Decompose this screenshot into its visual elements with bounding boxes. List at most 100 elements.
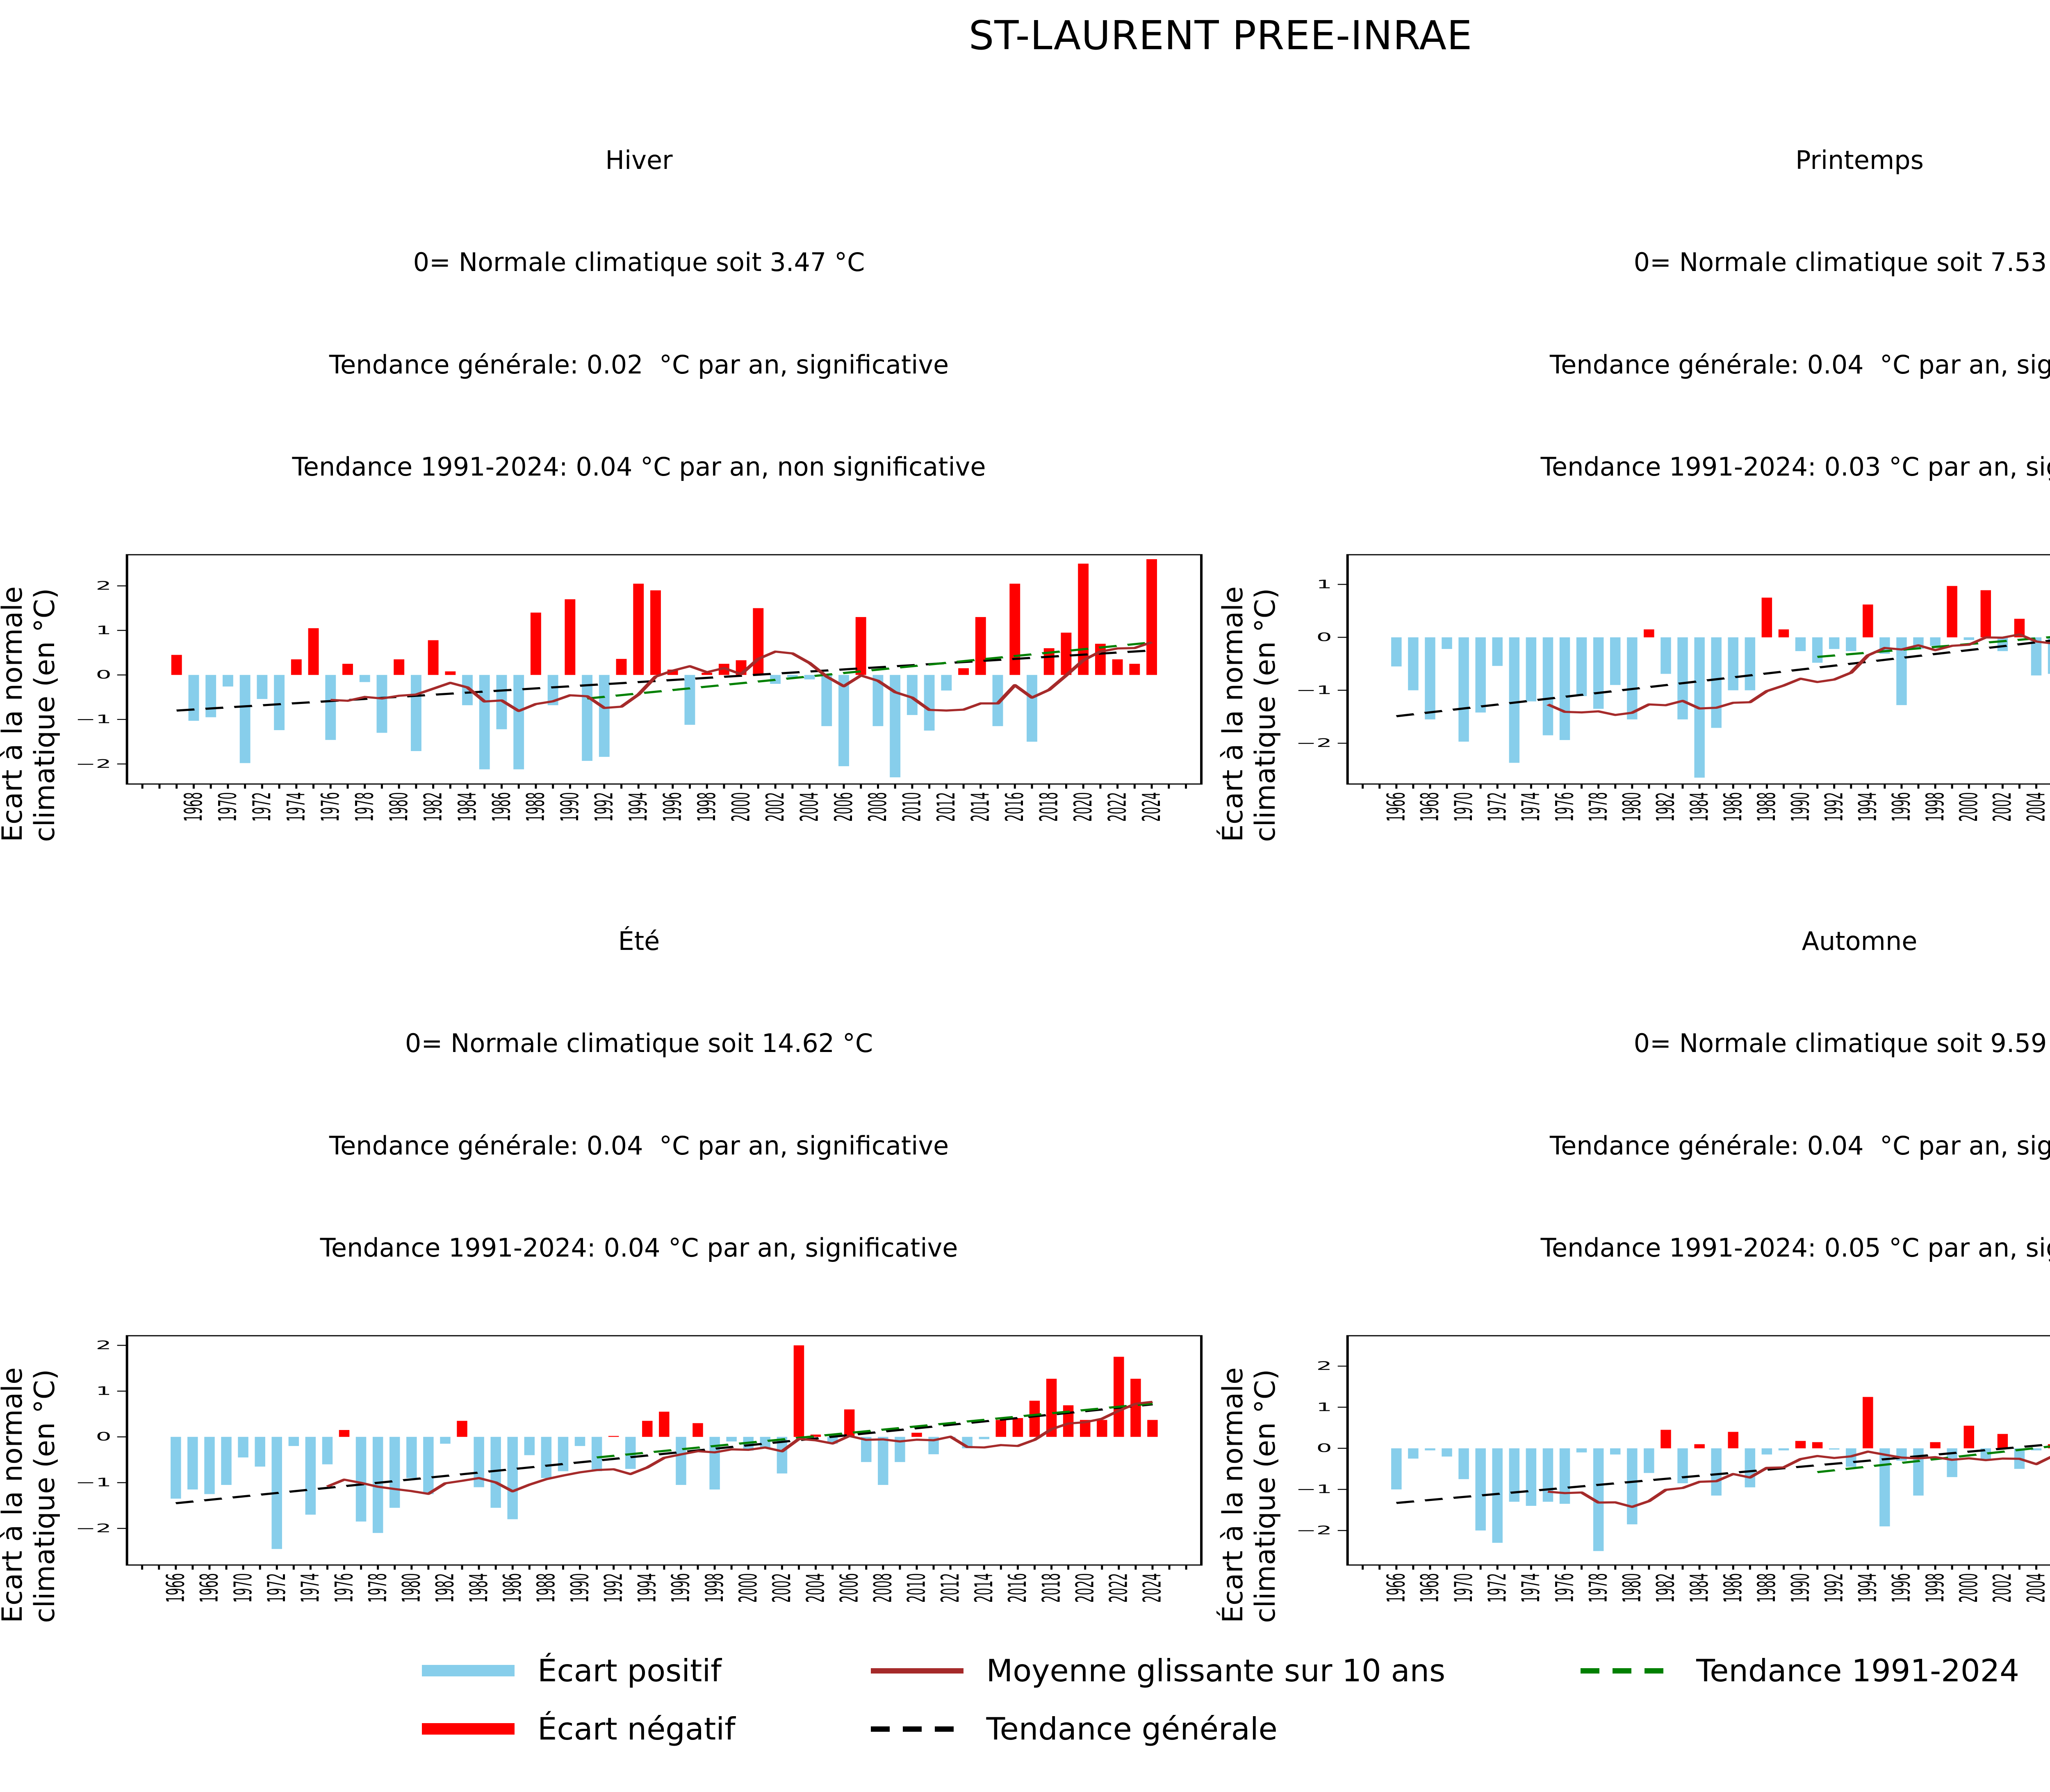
charts-grid: Hiver 0= Normale climatique soit 3.47 °C… — [0, 61, 2050, 1623]
x-tick-label: 1980 — [385, 792, 413, 822]
y-tick-label: 2 — [1317, 1359, 1332, 1373]
trend-1991-2024-line — [586, 641, 1153, 700]
x-tick-label: 2002 — [1988, 1573, 2017, 1603]
bar-1995 — [650, 590, 661, 675]
x-axis: 1966 1968 1970 1972 1974 1976 1978 1980 1982 1984… — [1362, 784, 2050, 822]
subplot-title-line-normale: 0= Normale climatique soit 3.47 °C — [413, 247, 865, 278]
bar-1985 — [490, 1437, 501, 1508]
legend-item-moyenne-glissante: Moyenne glissante sur 10 ans — [870, 1653, 1445, 1689]
y-tick-label: −2 — [75, 758, 112, 771]
bar-1992 — [1829, 1448, 1840, 1450]
y-tick-label: −1 — [75, 1476, 112, 1489]
bar-2021 — [1097, 1420, 1107, 1437]
bar-1971 — [1475, 1448, 1486, 1531]
bar-2023 — [1129, 664, 1140, 675]
bar-1967 — [187, 1437, 198, 1490]
bars — [1391, 1397, 2050, 1551]
x-tick-label: 2006 — [830, 792, 858, 822]
x-tick-label: 1988 — [532, 1573, 560, 1603]
x-tick-label: 1990 — [1787, 1573, 1815, 1603]
legend-item-tendance-1991-2024: Tendance 1991-2024 — [1581, 1653, 2019, 1689]
x-axis: 1966 1968 1970 1972 1974 1976 1978 1980 1982 1984… — [141, 1565, 1187, 1603]
legend-label: Tendance générale — [986, 1711, 1278, 1747]
bar-1994 — [1863, 1397, 1873, 1448]
x-tick-label: 1968 — [180, 792, 208, 822]
bar-1977 — [1576, 637, 1587, 697]
bar-2013 — [958, 668, 969, 675]
subplot-title-line-season: Automne — [1802, 926, 1918, 956]
x-tick-label: 2018 — [1038, 1573, 1066, 1603]
x-tick-label: 2004 — [2023, 792, 2050, 822]
bar-2006 — [838, 675, 849, 767]
bar-2006 — [844, 1409, 855, 1437]
bar-2010 — [907, 675, 918, 715]
chart-svg-printemps: 1966 1968 1970 1972 1974 1976 1978 1980 1982 1984… — [1296, 554, 2050, 822]
bar-1968 — [1425, 637, 1435, 720]
bar-1995 — [659, 1412, 670, 1437]
x-tick-label: 2020 — [1069, 792, 1098, 822]
bar-2024 — [1146, 559, 1157, 675]
rolling-mean-line — [1546, 633, 2050, 716]
chart-svg-ete: 1966 1968 1970 1972 1974 1976 1978 1980 1982 1984… — [75, 1335, 1203, 1603]
bar-2017 — [1029, 1400, 1040, 1437]
bar-2010 — [911, 1432, 922, 1437]
bar-1978 — [359, 675, 370, 682]
moyenne-glissante-line-icon — [870, 1668, 963, 1674]
bar-1990 — [565, 599, 576, 675]
bar-1981 — [1644, 1448, 1654, 1473]
bar-1974 — [1526, 1448, 1537, 1506]
bar-1977 — [342, 664, 353, 675]
bar-1982 — [440, 1437, 451, 1444]
x-tick-label: 1974 — [1517, 792, 1545, 822]
subplot-title-ete: Été 0= Normale climatique soit 14.62 °C … — [57, 842, 1221, 1333]
bar-2019 — [1063, 1405, 1074, 1437]
subplot-title-line-tendance-1991-2024: Tendance 1991-2024: 0.05 °C par an, sign… — [1540, 1232, 2050, 1263]
bar-2014 — [975, 617, 986, 675]
bar-1983 — [457, 1421, 467, 1437]
y-axis-label: Écart à la normale climatique (en °C) — [1217, 1367, 1282, 1623]
x-tick-label: 1978 — [351, 792, 379, 822]
legend-column-tendance-1991-2024: Tendance 1991-2024 — [1581, 1653, 2019, 1689]
x-tick-label: 1998 — [1921, 792, 1950, 822]
bar-2001 — [760, 1437, 771, 1448]
bar-1974 — [291, 659, 302, 675]
bar-2000 — [1963, 637, 1975, 640]
x-tick-label: 2012 — [932, 792, 961, 822]
bar-1967 — [1408, 1448, 1419, 1459]
subplot-title-line-season: Hiver — [605, 145, 673, 175]
x-tick-label: 2004 — [2023, 1573, 2050, 1603]
y-tick-label: 0 — [1317, 631, 1332, 644]
bar-1971 — [239, 675, 251, 763]
bar-1986 — [1728, 637, 1738, 690]
x-tick-label: 1996 — [659, 792, 687, 822]
bar-2016 — [1009, 583, 1020, 675]
subplot-title-hiver: Hiver 0= Normale climatique soit 3.47 °C… — [57, 61, 1221, 552]
bar-1985 — [479, 675, 490, 770]
bar-1977 — [1576, 1448, 1587, 1453]
y-tick-label: −2 — [1296, 1524, 1332, 1537]
x-tick-label: 1980 — [398, 1573, 426, 1603]
bar-2003 — [787, 675, 798, 677]
y-axis: −2 −1 0 1 2 — [75, 579, 127, 771]
x-tick-label: 2024 — [1139, 1573, 1167, 1603]
x-tick-label: 2020 — [1071, 1573, 1100, 1603]
y-tick-label: 2 — [96, 1339, 112, 1353]
rolling-mean-line — [1547, 1450, 2050, 1508]
legend-label: Écart négatif — [537, 1711, 736, 1747]
x-tick-label: 2002 — [1988, 792, 2017, 822]
x-tick-label: 1974 — [1517, 1573, 1545, 1603]
x-tick-label: 1968 — [1416, 1573, 1444, 1603]
subplot-title-line-normale: 0= Normale climatique soit 9.59 °C — [1633, 1028, 2050, 1059]
x-tick-label: 2004 — [802, 1573, 830, 1603]
bar-1992 — [608, 1436, 619, 1437]
legend-label: Tendance 1991-2024 — [1696, 1653, 2020, 1689]
x-tick-label: 1982 — [1652, 792, 1680, 822]
bar-1992 — [599, 675, 610, 757]
bar-2016 — [1012, 1418, 1023, 1437]
x-tick-label: 2010 — [903, 1573, 931, 1603]
bar-2022 — [1114, 1357, 1124, 1437]
bar-2002 — [770, 675, 781, 684]
bar-1971 — [255, 1437, 265, 1467]
x-tick-label: 1984 — [453, 792, 482, 822]
bar-1996 — [676, 1437, 686, 1485]
